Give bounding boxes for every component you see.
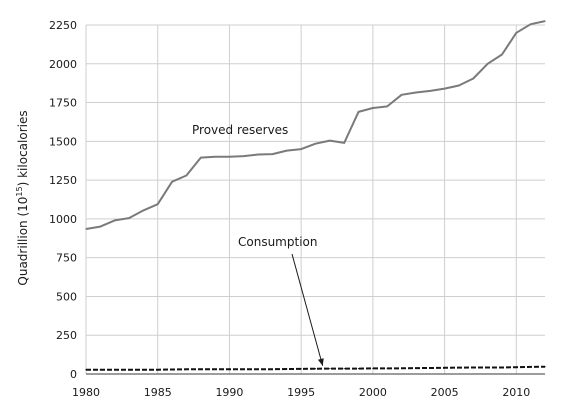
series-line-1 xyxy=(86,365,546,371)
data-point xyxy=(429,90,431,92)
y-tick-label: 2000 xyxy=(49,58,77,71)
data-point xyxy=(372,107,374,109)
y-tick-label: 2250 xyxy=(49,19,77,32)
series-group xyxy=(85,20,546,371)
data-point xyxy=(300,148,302,150)
y-tick-label: 1250 xyxy=(49,174,77,187)
data-point xyxy=(300,368,302,370)
data-point xyxy=(200,157,202,159)
data-point xyxy=(487,366,489,369)
data-point xyxy=(515,32,517,34)
data-point xyxy=(257,153,259,156)
data-point xyxy=(472,77,474,80)
data-point xyxy=(171,368,173,371)
data-point xyxy=(99,369,101,371)
y-tick-label: 500 xyxy=(56,290,77,303)
data-point xyxy=(544,366,546,368)
data-point xyxy=(372,367,374,370)
data-point xyxy=(228,368,231,370)
data-point xyxy=(185,174,188,177)
y-tick-label: 1500 xyxy=(49,135,77,148)
data-point xyxy=(386,105,388,108)
data-point xyxy=(157,369,159,371)
y-tick-label: 750 xyxy=(56,252,77,265)
annotation-proved-reserves: Proved reserves xyxy=(192,123,288,137)
data-point xyxy=(530,23,532,25)
data-point xyxy=(443,87,446,90)
data-point xyxy=(357,111,360,113)
grid xyxy=(85,24,545,374)
data-point xyxy=(472,366,474,369)
data-point xyxy=(185,368,188,370)
data-point xyxy=(386,367,388,370)
annotation-consumption: Consumption xyxy=(238,235,317,249)
x-tick-label: 2005 xyxy=(431,386,459,399)
data-point xyxy=(458,367,460,369)
data-point xyxy=(357,367,360,370)
data-point xyxy=(415,367,417,369)
axes: 0 250 500 750 1000 1250 1500 1750 2000 2250 1980 19… xyxy=(49,19,545,399)
y-tick-label: 0 xyxy=(70,368,77,381)
data-point xyxy=(257,368,259,370)
data-point xyxy=(142,369,144,371)
annotation-arrow-head xyxy=(317,358,324,366)
data-point xyxy=(314,143,317,145)
annotations: Proved reserves Consumption xyxy=(192,123,324,366)
data-point xyxy=(157,203,159,205)
y-tick-label: 1750 xyxy=(49,97,77,110)
data-point xyxy=(314,368,317,370)
data-point xyxy=(530,366,532,368)
data-point xyxy=(501,366,503,369)
data-point xyxy=(114,369,116,371)
y-tick-label: 1000 xyxy=(49,213,77,226)
y-axis-label: Quadrillion (1015) kilocalories xyxy=(15,110,30,285)
data-point xyxy=(544,20,546,22)
x-tick-label: 1980 xyxy=(72,386,100,399)
data-point xyxy=(200,368,202,370)
data-point xyxy=(243,155,245,157)
x-tick-label: 2010 xyxy=(502,386,530,399)
data-point xyxy=(128,217,130,219)
annotation-arrow-shaft xyxy=(291,253,324,366)
x-tick-label: 1985 xyxy=(144,386,172,399)
data-point xyxy=(85,228,87,230)
data-point xyxy=(228,156,231,158)
data-point xyxy=(429,367,431,369)
x-tick-label: 1990 xyxy=(215,386,243,399)
data-point xyxy=(501,53,503,56)
series-line-0 xyxy=(85,20,546,230)
data-point xyxy=(214,368,216,370)
data-point xyxy=(458,84,460,87)
data-point xyxy=(415,91,417,94)
data-point xyxy=(114,219,116,222)
x-tick-label: 1995 xyxy=(287,386,315,399)
data-point xyxy=(243,368,245,370)
x-tick-label: 2000 xyxy=(359,386,387,399)
data-point xyxy=(329,367,331,370)
data-point xyxy=(142,209,144,211)
data-point xyxy=(400,94,403,96)
data-point xyxy=(343,142,345,144)
data-point xyxy=(443,367,446,369)
data-point xyxy=(99,226,101,228)
data-point xyxy=(329,139,331,142)
data-point xyxy=(515,366,517,368)
data-point xyxy=(271,153,274,155)
data-point xyxy=(171,181,173,183)
data-point xyxy=(271,368,274,370)
data-point xyxy=(214,156,216,158)
data-point xyxy=(286,150,288,152)
data-point xyxy=(487,63,489,65)
data-point xyxy=(85,369,87,371)
data-point xyxy=(128,369,130,371)
data-point xyxy=(343,367,345,370)
y-tick-label: 250 xyxy=(56,329,77,342)
data-point xyxy=(286,368,288,370)
data-point xyxy=(400,367,403,369)
